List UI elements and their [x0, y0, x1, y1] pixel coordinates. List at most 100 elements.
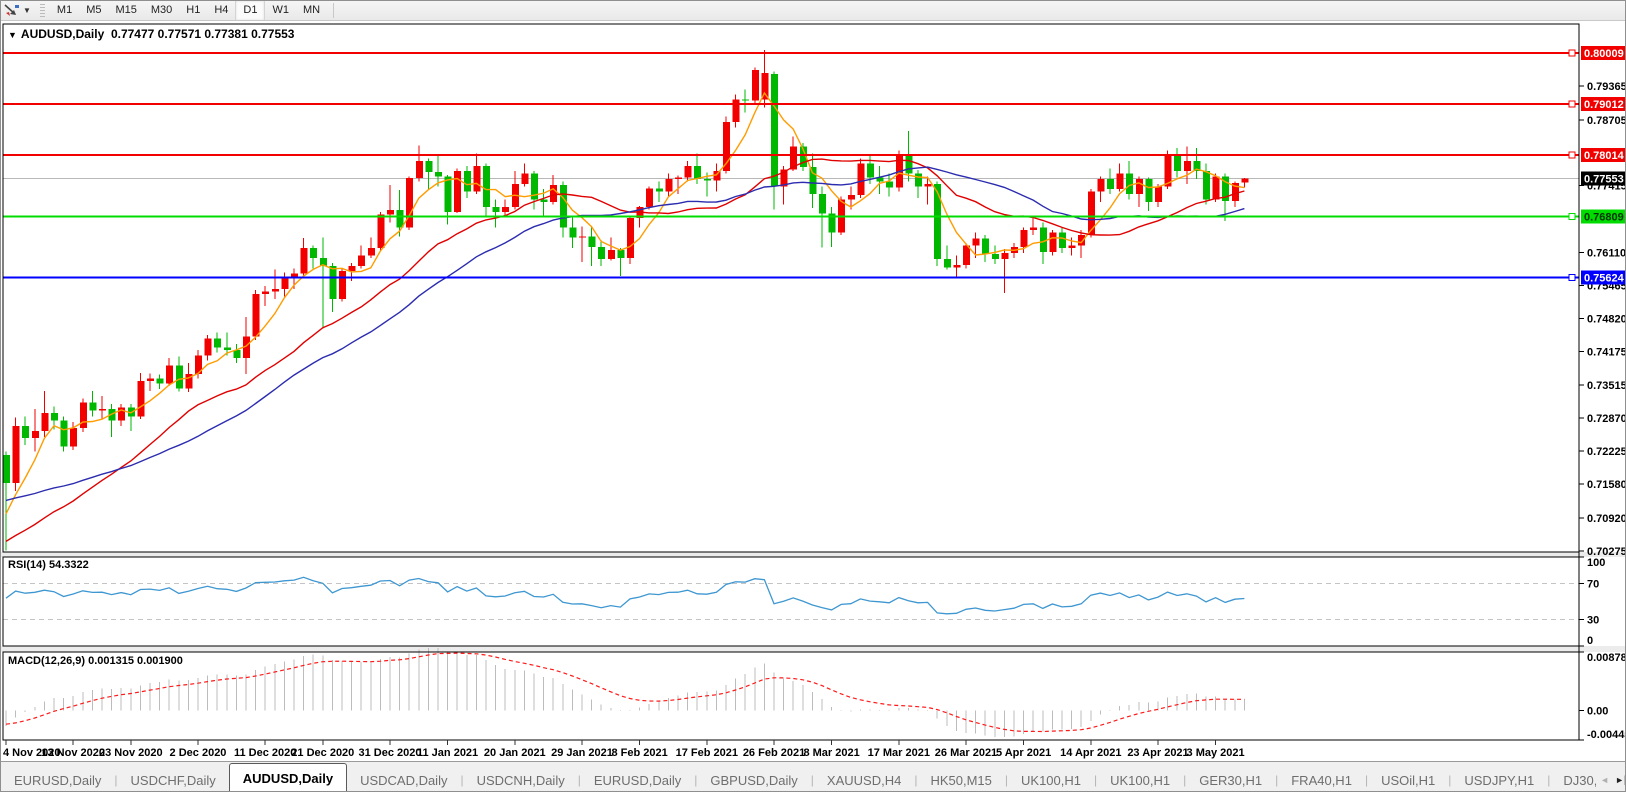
candle-body	[1078, 235, 1086, 246]
date-axis-label: 23 Nov 2020	[99, 747, 163, 759]
price-badge	[1581, 46, 1625, 61]
symbol-tab-usdcnh-daily[interactable]: USDCNH,Daily	[476, 773, 565, 788]
symbol-tab-hk50-m15[interactable]: HK50,M15	[930, 773, 992, 788]
candle-body	[819, 194, 826, 214]
date-axis-label: 26 Mar 2021	[935, 747, 997, 759]
hline-handle[interactable]	[1568, 151, 1576, 159]
tabs-scroll-left-icon[interactable]: ◄	[1600, 775, 1610, 785]
rsi-axis-label: 100	[1587, 557, 1605, 569]
candle-body	[79, 402, 87, 428]
candle-body	[905, 155, 913, 174]
timeframe-button-d1[interactable]: D1	[235, 1, 266, 20]
tab-separator: |	[577, 773, 581, 787]
candle-body	[396, 210, 404, 228]
price-axis-label: 0.79365	[1587, 81, 1626, 93]
candle-body	[684, 166, 692, 178]
symbol-tab-fra40-h1[interactable]: FRA40,H1	[1291, 773, 1352, 788]
symbol-tab-usdcad-daily[interactable]: USDCAD,Daily	[360, 773, 448, 788]
chart-collapse-caret[interactable]: ▼	[8, 30, 17, 40]
candle-body	[886, 181, 894, 188]
candle-body	[99, 408, 106, 411]
tab-separator: |	[1275, 773, 1279, 787]
symbol-tab-ger30-h1[interactable]: GER30,H1	[1199, 773, 1263, 788]
candle-body	[387, 210, 394, 215]
toolbar-grip[interactable]	[39, 3, 45, 18]
tabs-scroll-right-icon[interactable]: ►	[1615, 775, 1624, 785]
timeframe-button-m30[interactable]: M30	[150, 4, 173, 16]
price-axis-label: 0.76110	[1587, 247, 1626, 259]
candle-body	[876, 177, 884, 182]
chart-ohlc-values: 0.77477 0.77571 0.77381 0.77553	[110, 27, 295, 41]
symbol-tab-usdchf-daily[interactable]: USDCHF,Daily	[130, 773, 216, 788]
symbol-tab-xauusd-h4[interactable]: XAUUSD,H4	[826, 773, 902, 788]
candle-body	[732, 99, 740, 123]
tab-separator: |	[1364, 773, 1369, 787]
symbol-tab-uk100-h1[interactable]: UK100,H1	[1110, 773, 1171, 788]
hline-handle[interactable]	[1568, 100, 1576, 108]
MA-medium-line	[5, 158, 1245, 542]
symbol-tab-usoil-h1[interactable]: USOil,H1	[1381, 773, 1436, 788]
date-axis-label: 8 Mar 2021	[803, 747, 859, 759]
candle-body	[1174, 155, 1182, 172]
chart-cursor-icon[interactable]	[3, 3, 21, 19]
price-axis-label: 0.71580	[1587, 479, 1626, 491]
candle-body	[377, 214, 385, 248]
candle-body	[108, 408, 116, 421]
tab-separator: |	[460, 773, 464, 787]
symbol-tab-eurusd-daily[interactable]: EURUSD,Daily	[14, 773, 102, 788]
macd-axis-label: 0.00	[1587, 705, 1608, 717]
price-axis-label: 0.74175	[1587, 346, 1626, 358]
timeframe-button-mn[interactable]: MN	[302, 4, 321, 16]
symbol-tab-eurusd-daily[interactable]: EURUSD,Daily	[593, 773, 682, 788]
candle-body	[867, 163, 874, 178]
candle-body	[799, 146, 807, 168]
symbol-tab-usdjpy-h1[interactable]: USDJPY,H1	[1464, 773, 1535, 788]
candle-body	[252, 293, 260, 337]
candle-body	[1039, 227, 1047, 252]
candle-body	[828, 213, 836, 233]
timeframe-button-h4[interactable]: H4	[214, 4, 229, 16]
chart-canvas[interactable]: 0.793650.787050.774150.761100.754650.748…	[1, 1, 1626, 761]
candle-body	[713, 171, 721, 181]
symbol-tab-gbpusd-daily[interactable]: GBPUSD,Daily	[710, 773, 798, 788]
timeframe-button-m1[interactable]: M1	[56, 4, 73, 16]
candle-body	[118, 407, 126, 421]
date-axis-label: 3 May 2021	[1187, 747, 1245, 759]
price-badge	[1581, 97, 1625, 112]
rsi-axis-label: 70	[1587, 579, 1599, 591]
candle-body	[454, 171, 462, 213]
price-badge-label: 0.79012	[1584, 99, 1624, 111]
hline-handle[interactable]	[1568, 49, 1576, 57]
candle-body	[991, 254, 999, 260]
rsi-axis-label: 30	[1587, 614, 1599, 626]
candle-body	[367, 247, 375, 256]
candle-body	[41, 413, 49, 431]
tab-separator: |	[1094, 773, 1098, 787]
candle-body	[1222, 176, 1230, 201]
candle-body	[934, 183, 942, 260]
candle-body	[1135, 178, 1143, 195]
candle-body	[406, 177, 414, 228]
candle-body	[1107, 178, 1114, 190]
panel-separator[interactable]	[1, 646, 1626, 652]
candle-body	[89, 402, 97, 411]
timeframe-button-m5[interactable]: M5	[86, 4, 102, 16]
candle-body	[723, 122, 730, 172]
hline-handle[interactable]	[1568, 273, 1576, 281]
symbol-tab-audusd-daily[interactable]: AUDUSD,Daily	[228, 763, 348, 791]
timeframe-button-h1[interactable]: H1	[186, 4, 201, 16]
tool-dropdown-caret[interactable]: ▼	[23, 6, 31, 15]
timeframe-button-m15[interactable]: M15	[115, 4, 137, 16]
price-badge	[1581, 171, 1625, 186]
candle-body	[31, 430, 39, 439]
hline-handle[interactable]	[1568, 213, 1576, 221]
timeframe-toolbar: ▼ M1 M5 M15 M30 H1 H4 D1 W1 MN	[1, 1, 1625, 21]
symbol-tab-uk100-h1[interactable]: UK100,H1	[1021, 773, 1081, 788]
panel-separator[interactable]	[1, 552, 1626, 557]
candle-body	[281, 278, 289, 289]
candle-body	[1059, 232, 1066, 248]
candle-body	[531, 173, 538, 200]
candle-body	[310, 247, 318, 259]
price-badge	[1581, 270, 1625, 285]
timeframe-button-w1[interactable]: W1	[272, 4, 289, 16]
